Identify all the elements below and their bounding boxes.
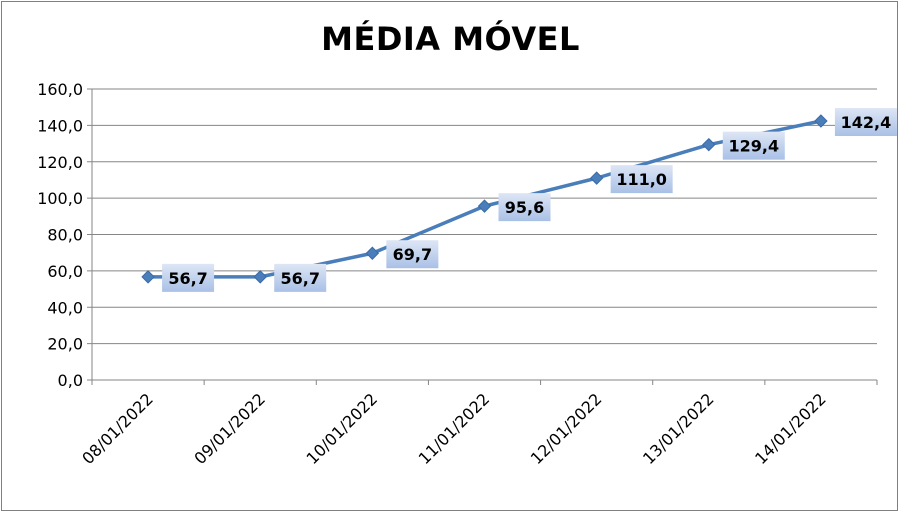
gridlines (92, 88, 877, 345)
data-label-box (610, 165, 673, 194)
x-tick-label: 10/01/2022 (303, 389, 382, 468)
data-point-marker (702, 137, 716, 152)
series-polyline (148, 119, 822, 279)
data-point-marker (365, 246, 380, 260)
y-tick-label: 80,0 (47, 226, 83, 245)
data-label-box (162, 263, 215, 292)
data-label: 56,7 (168, 269, 207, 288)
x-tick-label: 08/01/2022 (78, 389, 157, 468)
axes (87, 88, 878, 385)
data-label-box (274, 263, 327, 292)
x-tick-label: 09/01/2022 (190, 389, 269, 468)
series-line (141, 114, 828, 284)
data-label: 142,4 (841, 113, 892, 132)
data-label: 69,7 (393, 245, 432, 264)
data-label-box (386, 240, 439, 269)
y-tick-label: 20,0 (47, 335, 83, 354)
data-point-marker (141, 270, 155, 284)
x-tick-label: 14/01/2022 (751, 389, 830, 468)
y-axis-ticks: 0,0 20,0 40,0 60,0 80,0 100,0 120,0 140,0 160,0 (37, 80, 83, 390)
data-label: 129,4 (728, 137, 779, 156)
y-tick-label: 140,0 (37, 116, 83, 135)
y-tick-label: 120,0 (37, 153, 83, 172)
x-tick-label: 12/01/2022 (527, 389, 606, 468)
data-labels: 56,7 56,7 69,7 95,6 111,0 129,4 142,4 (162, 108, 897, 292)
data-point-marker (814, 114, 828, 128)
x-tick-label: 11/01/2022 (415, 389, 494, 468)
data-label-box (722, 131, 785, 160)
data-point-marker (253, 270, 267, 284)
chart-title: MÉDIA MÓVEL (321, 20, 580, 58)
x-axis-ticks: 08/01/2022 09/01/2022 10/01/2022 11/01/2022… (78, 389, 830, 468)
x-tick-label: 13/01/2022 (639, 389, 718, 468)
data-label-box (498, 193, 551, 222)
y-tick-label: 60,0 (47, 262, 83, 281)
y-tick-label: 160,0 (37, 80, 83, 99)
data-point-marker (477, 199, 492, 213)
data-point-marker (589, 171, 604, 185)
data-label-box (834, 108, 897, 137)
data-label: 95,6 (505, 198, 544, 217)
data-label: 56,7 (280, 269, 319, 288)
y-tick-label: 0,0 (58, 371, 83, 390)
data-label: 111,0 (616, 170, 667, 189)
y-tick-label: 40,0 (47, 298, 83, 317)
y-tick-label: 100,0 (37, 189, 83, 208)
